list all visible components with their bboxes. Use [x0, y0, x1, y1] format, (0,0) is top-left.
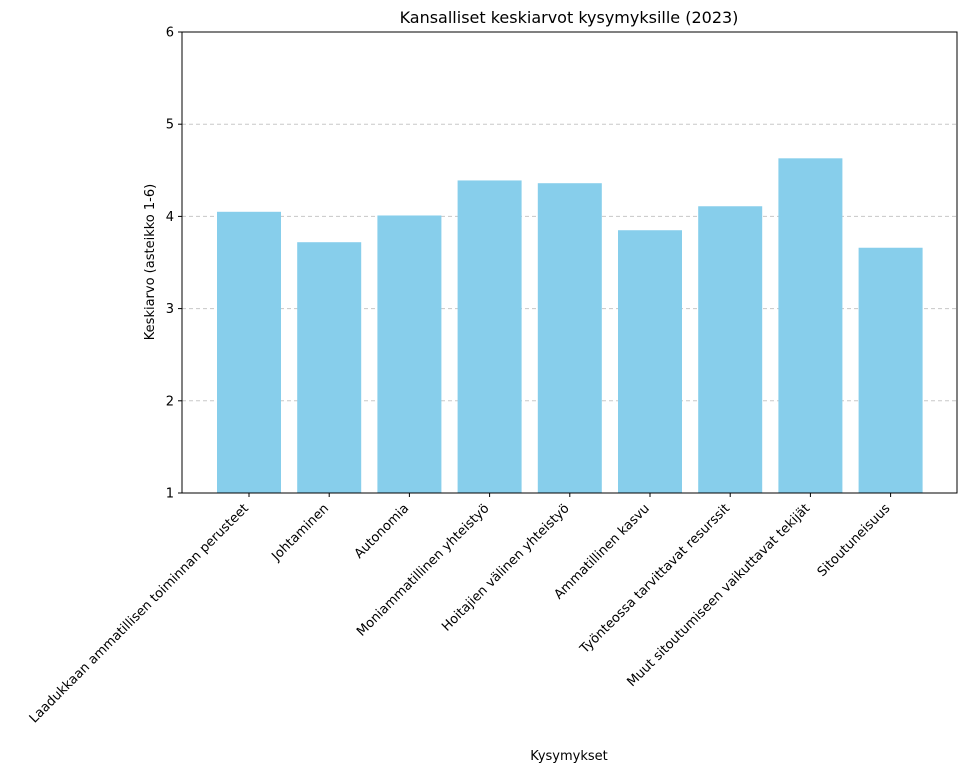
- x-axis-label: Kysymykset: [530, 749, 608, 764]
- bar-4: [537, 183, 602, 493]
- y-axis-ticks: 1 2 3 4 5 6: [166, 26, 182, 502]
- y-tick-label-4: 5: [166, 118, 174, 133]
- y-tick-label-0: 1: [166, 487, 174, 502]
- bar-0: [217, 211, 281, 494]
- bar-3: [457, 180, 522, 493]
- bars: [217, 158, 923, 494]
- bar-5: [618, 230, 682, 494]
- y-tick-label-5: 6: [166, 26, 174, 41]
- bar-6: [698, 206, 763, 493]
- bar-8: [858, 247, 923, 493]
- bar-2: [377, 215, 442, 493]
- bar-1: [297, 242, 362, 493]
- y-tick-label-1: 2: [166, 394, 174, 409]
- x-tick-label-1: Johtaminen: [268, 501, 332, 565]
- y-axis-label: Keskiarvo (asteikko 1-6): [143, 184, 158, 340]
- x-tick-label-4: Hoitajien välinen yhteistyö: [439, 501, 572, 634]
- y-tick-label-2: 3: [166, 302, 174, 317]
- x-tick-label-6: Työnteossa tarvittavat resurssit: [577, 501, 733, 657]
- bar-7: [778, 158, 843, 493]
- x-axis-ticks: Laadukkaan ammatillisen toiminnan perust…: [27, 493, 894, 726]
- x-tick-label-3: Moniammatillinen yhteistyö: [354, 501, 492, 639]
- x-tick-label-7: Muut sitoutumiseen vaikuttavat tekijät: [624, 501, 813, 690]
- x-tick-label-0: Laadukkaan ammatillisen toiminnan perust…: [27, 501, 252, 726]
- x-tick-label-8: Sitoutuneisuus: [815, 501, 894, 580]
- chart-title: Kansalliset keskiarvot kysymyksille (202…: [400, 8, 739, 27]
- x-tick-label-2: Autonomia: [352, 501, 413, 562]
- y-tick-label-3: 4: [166, 210, 174, 225]
